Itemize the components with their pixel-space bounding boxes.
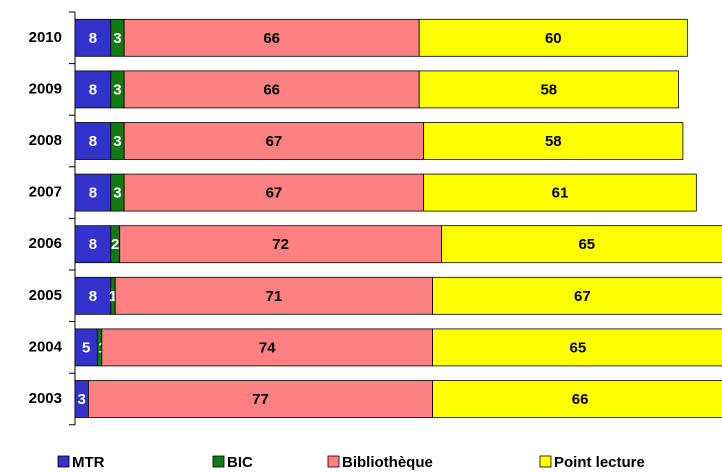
legend-label: Bibliothèque [342, 454, 433, 471]
data-label: 8 [89, 185, 97, 202]
y-tick-label: 2004 [29, 338, 63, 355]
bar-segment [441, 225, 722, 264]
data-label: 3 [78, 391, 86, 408]
bar-segment [432, 276, 722, 315]
bar-segment [432, 380, 722, 418]
y-tick-label: 2006 [29, 235, 62, 252]
y-tick-label: 2008 [29, 132, 62, 149]
legend-label: BIC [227, 454, 253, 471]
bar-segment [432, 328, 722, 367]
legend-label: Point lecture [554, 454, 645, 471]
data-label: 74 [259, 339, 276, 356]
data-label: 3 [113, 81, 121, 98]
data-label: 66 [263, 30, 280, 47]
bar-segment [119, 225, 442, 264]
data-label: 8 [89, 133, 97, 150]
data-label: 77 [252, 391, 269, 408]
data-label: 72 [272, 236, 289, 253]
legend-swatch [57, 455, 70, 468]
legend-label: MTR [72, 454, 105, 471]
bar-segment [123, 173, 425, 212]
bar-segment [123, 18, 420, 57]
data-label: 65 [570, 339, 587, 356]
legend-swatch [212, 455, 225, 468]
data-label: 65 [578, 236, 595, 253]
legend-swatch [327, 455, 340, 468]
bar-segment [123, 70, 420, 109]
data-label: 5 [82, 339, 90, 356]
bar-segment [74, 173, 112, 212]
data-label: 3 [113, 133, 121, 150]
data-label: 66 [572, 391, 589, 408]
data-label: 67 [266, 185, 283, 202]
data-label: 58 [540, 81, 557, 98]
data-label: 58 [545, 133, 562, 150]
bar-segment [74, 225, 112, 264]
bar-segment [88, 380, 434, 418]
data-label: 61 [552, 185, 569, 202]
data-label: 71 [266, 288, 283, 305]
y-tick-label: 2005 [29, 287, 62, 304]
data-label: 67 [574, 288, 591, 305]
bar-segment [418, 70, 679, 109]
y-tick-label: 2009 [29, 80, 62, 97]
legend-swatch [539, 455, 552, 468]
data-label: 3 [113, 30, 121, 47]
bar-segment [423, 173, 697, 212]
data-label: 8 [89, 81, 97, 98]
bar-segment [423, 122, 684, 160]
bar-segment [74, 18, 112, 57]
bar-segment [74, 70, 112, 109]
bar-segment [114, 276, 433, 315]
data-label: 66 [263, 81, 280, 98]
y-tick-label: 2010 [29, 29, 62, 46]
bar-segment [418, 18, 688, 57]
data-label: 8 [89, 236, 97, 253]
data-label: 8 [89, 288, 97, 305]
data-label: 60 [545, 30, 562, 47]
y-tick-label: 2003 [29, 390, 62, 407]
data-label: 8 [89, 30, 97, 47]
data-label: 3 [113, 185, 121, 202]
bar-segment [74, 122, 112, 160]
data-label: 1 [109, 288, 117, 305]
data-label: 67 [266, 133, 283, 150]
y-tick-label: 2007 [29, 184, 62, 201]
data-label: 2 [111, 236, 119, 253]
